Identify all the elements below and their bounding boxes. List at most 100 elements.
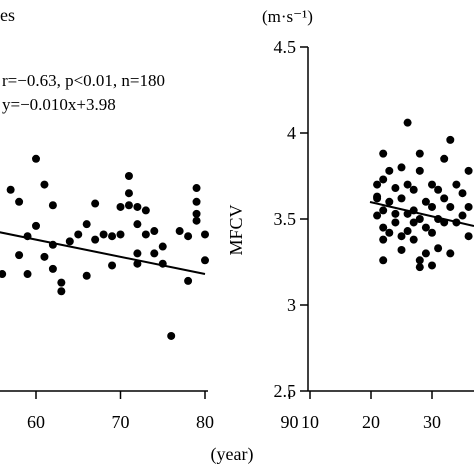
right-data-point [391,209,400,218]
right-data-point [421,223,430,232]
right-data-point [409,185,418,194]
right-data-point [403,180,412,189]
right-y-unit: (m·s⁻¹) [262,7,313,26]
right-x-tick-label: 30 [423,412,441,432]
left-data-point [48,264,57,273]
left-data-point [15,197,24,206]
left-title: es [0,5,15,25]
left-x-tick-label: 90 [281,412,299,432]
left-x-tick-label: 60 [27,412,45,432]
left-x-label: (year) [211,444,254,465]
left-panel: es r=−0.63, p<0.01, n=180 y=−0.010x+3.98… [0,5,299,465]
right-data-point [379,149,388,158]
right-data-point [428,202,436,211]
left-data-point [141,206,150,215]
right-data-point [421,249,430,258]
left-x-tick-label: 80 [196,412,214,432]
left-data-points [0,154,209,340]
left-data-point [108,261,117,270]
right-data-point [440,154,449,163]
right-y-tick-label: 2.5 [274,381,297,401]
left-data-point [6,185,15,194]
right-data-point [373,211,382,220]
left-annotation-equation: y=−0.010x+3.98 [2,95,116,114]
left-data-point [201,256,209,265]
right-data-point [464,166,473,175]
left-data-point [150,227,159,236]
right-data-point [373,180,382,189]
left-data-point [32,154,40,163]
right-data-point [421,197,430,206]
right-x-tick-label: 10 [301,412,319,432]
right-x-ticks: 1020304 [301,391,441,432]
right-data-point [440,218,449,227]
right-data-point [428,228,436,237]
right-data-point [385,166,394,175]
right-data-point [464,232,473,241]
right-data-point [403,118,412,127]
left-data-point [116,230,125,239]
left-data-point [167,331,176,340]
right-y-label: MFCV [226,204,246,255]
left-data-point [175,227,184,236]
left-data-point [23,232,32,241]
left-data-point [133,220,142,229]
left-data-point [192,209,201,218]
right-data-point [385,197,394,206]
left-data-point [23,270,32,279]
right-data-point [391,184,400,193]
right-data-point [458,211,467,220]
right-data-point [434,185,443,194]
right-y-tick-label: 3 [287,295,296,315]
right-data-point [379,206,388,215]
left-data-point [192,184,201,193]
left-data-point [133,202,142,211]
right-data-point [415,263,424,272]
left-data-point [158,259,167,268]
right-data-point [415,149,424,158]
right-data-points [373,118,473,272]
right-data-point [440,194,449,203]
right-data-point [415,215,424,223]
left-data-point [192,197,201,206]
left-data-point [201,230,209,239]
right-data-point [397,245,406,254]
right-y-tick-label: 3.5 [274,209,297,229]
right-data-point [446,135,455,144]
right-data-point [452,218,461,227]
left-data-point [15,251,24,260]
left-annotation-stats: r=−0.63, p<0.01, n=180 [2,71,165,90]
right-y-tick-label: 4 [287,123,296,143]
right-y-ticks: 2.5 3 3.5 4 4.5 [274,37,308,401]
right-data-point [446,249,455,258]
left-data-point [40,180,49,189]
left-data-point [91,199,100,208]
left-data-point [192,216,201,225]
left-data-point [184,232,193,241]
right-data-point [428,261,436,270]
right-data-point [458,189,467,198]
right-data-point [409,218,418,227]
right-data-point [464,202,473,211]
left-data-point [124,172,133,180]
right-data-point [379,223,388,232]
left-data-point [150,249,159,258]
right-data-point [409,235,418,244]
right-data-point [379,235,388,244]
left-x-ticks: 60 70 80 90 [27,391,299,432]
right-data-point [373,194,382,203]
right-data-point [409,206,418,215]
left-data-point [40,252,49,261]
right-data-point [434,244,443,253]
right-data-point [397,194,406,203]
left-data-point [184,276,193,285]
left-data-point [74,230,83,239]
left-x-tick-label: 70 [112,412,130,432]
left-data-point [141,230,150,239]
right-data-point [379,256,388,265]
right-x-tick-label: 20 [362,412,380,432]
left-data-point [133,249,142,258]
right-y-tick-label: 4.5 [274,37,297,57]
left-data-point [82,220,91,229]
